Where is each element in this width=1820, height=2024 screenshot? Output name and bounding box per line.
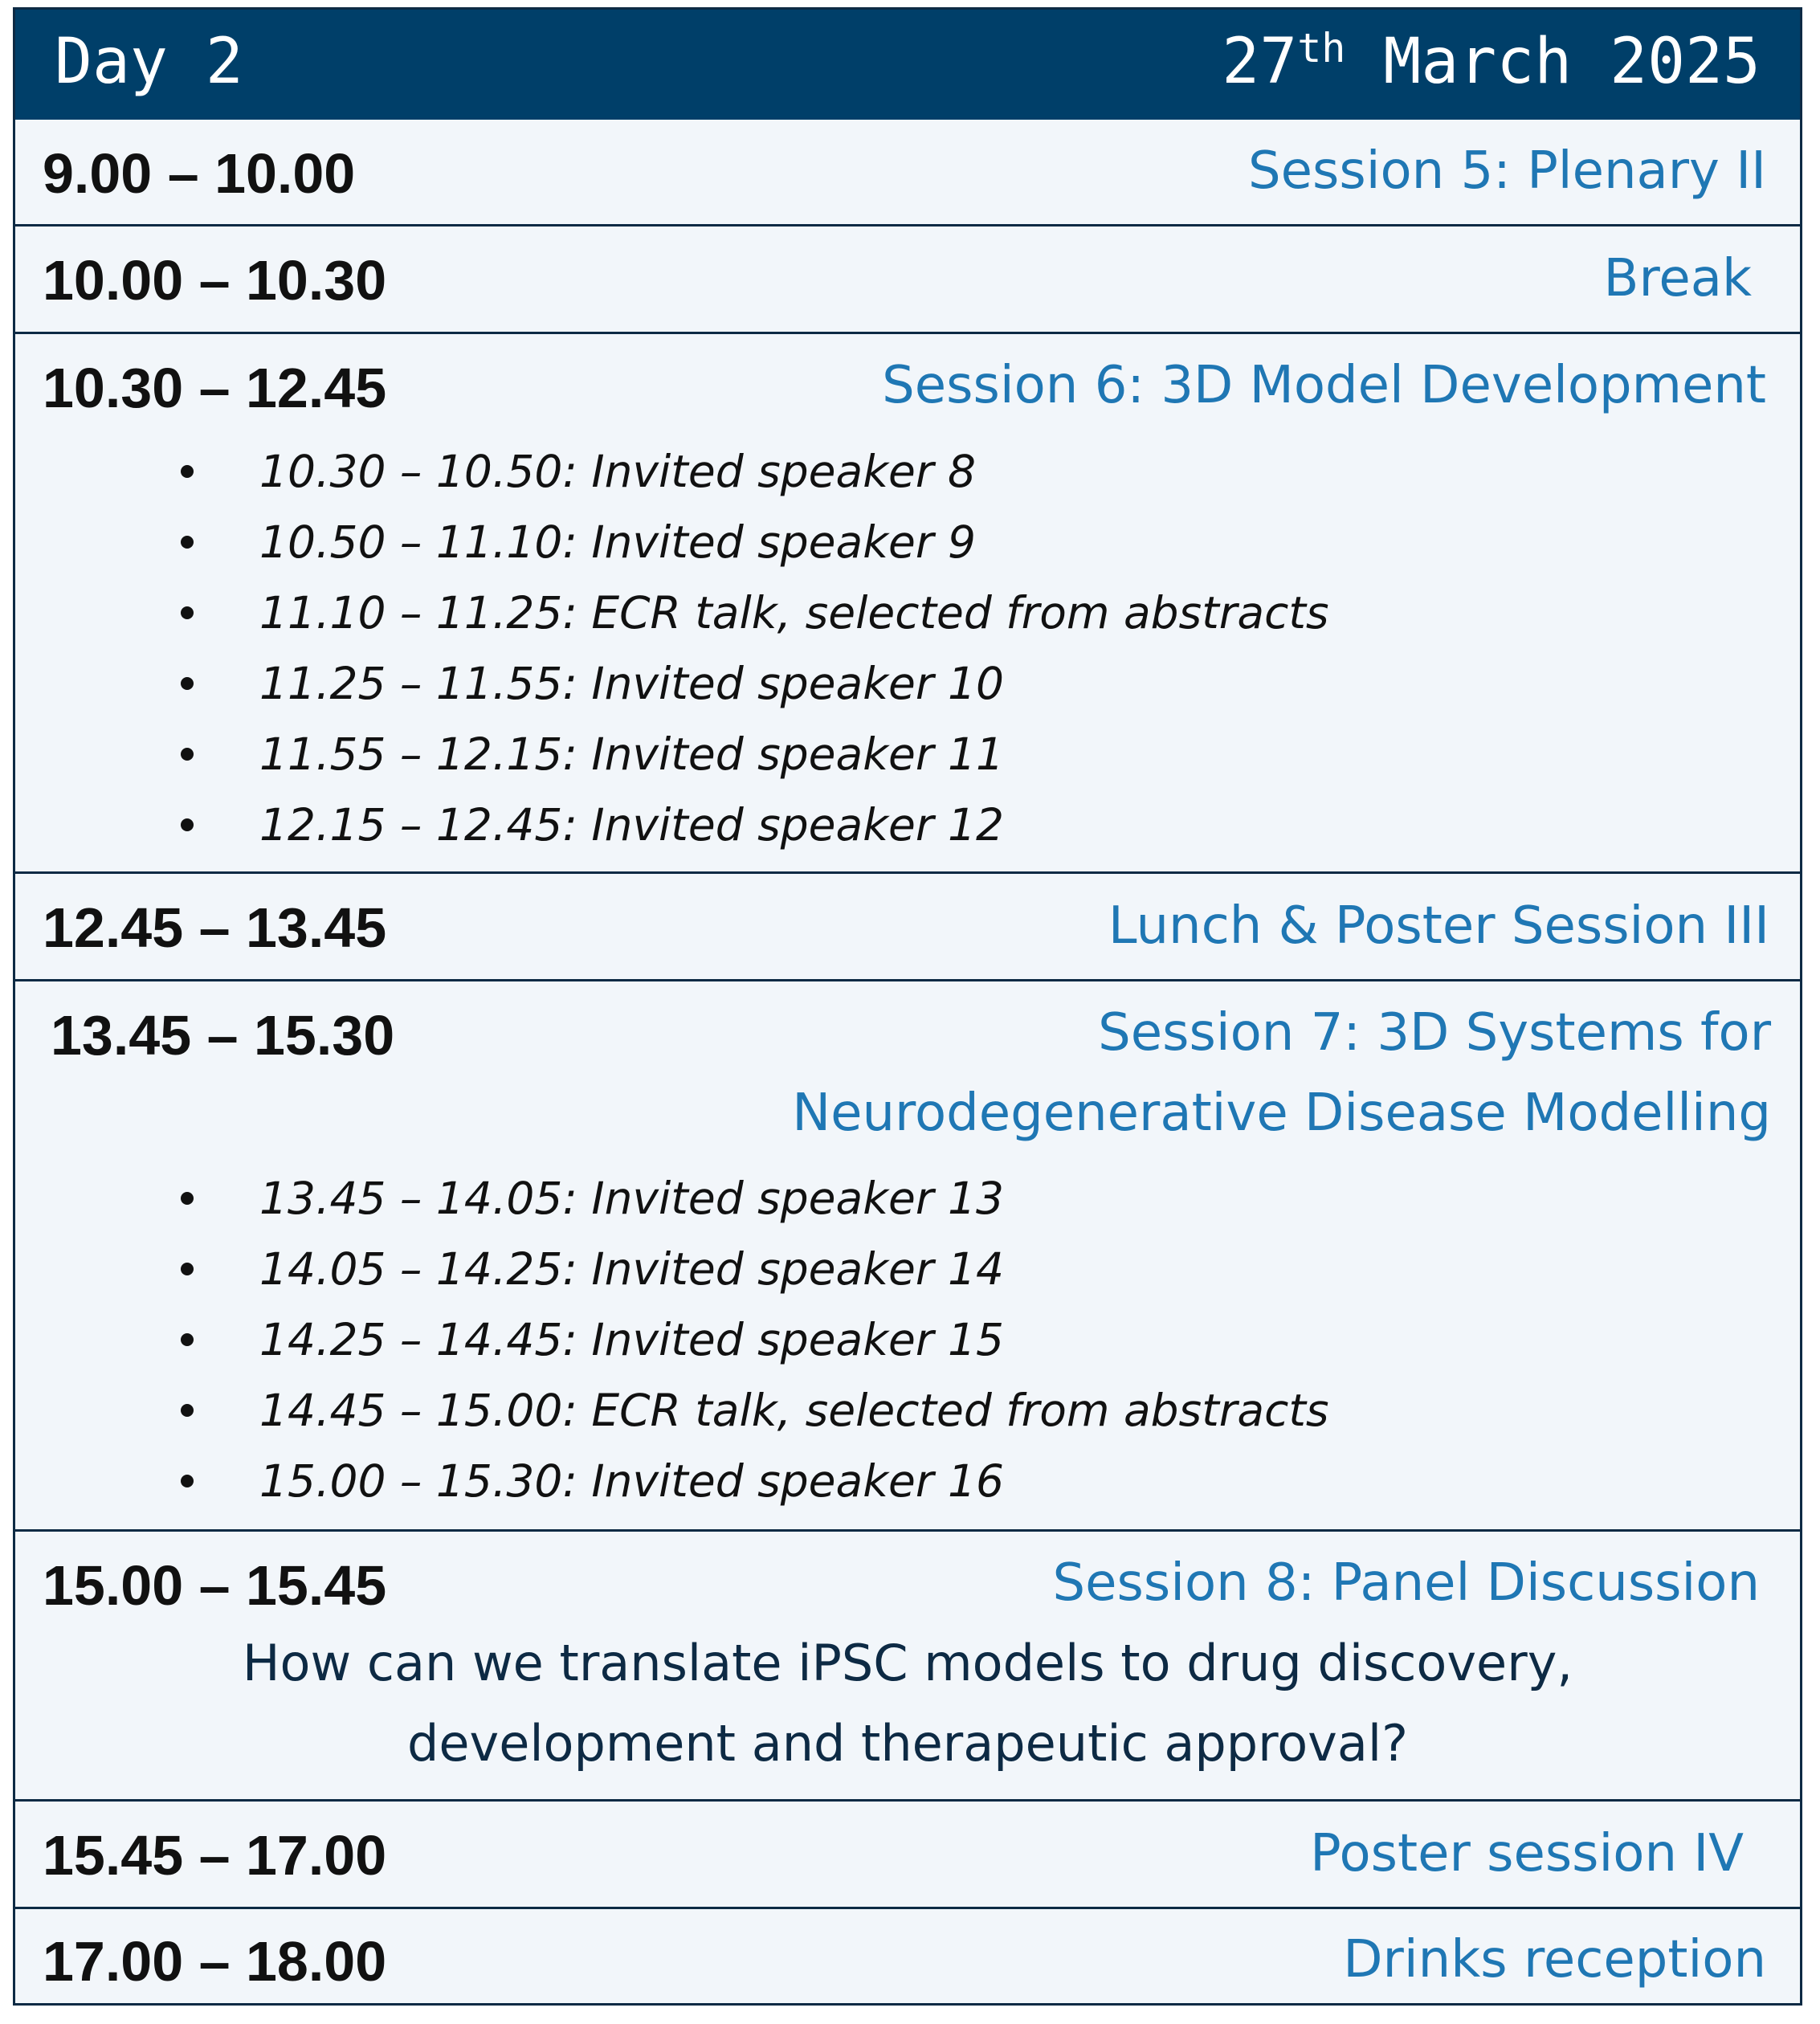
- talk-item: 14.45 – 15.00: ECR talk, selected from a…: [15, 1375, 1329, 1446]
- row-title: Session 8: Panel Discussion: [1052, 1553, 1761, 1613]
- row-time: 17.00 – 18.00: [43, 1930, 387, 1993]
- row-title: Session 6: 3D Model Development: [882, 356, 1766, 415]
- talk-item: 11.55 – 12.15: Invited speaker 11: [15, 719, 1329, 790]
- talk-item: 11.10 – 11.25: ECR talk, selected from a…: [15, 577, 1329, 648]
- schedule-row-session-6: 10.30 – 12.45 Session 6: 3D Model Develo…: [15, 334, 1800, 874]
- talk-item: 13.45 – 14.05: Invited speaker 13: [15, 1163, 1329, 1234]
- talk-list: 13.45 – 14.05: Invited speaker 13 14.05 …: [15, 1163, 1329, 1516]
- talk-item: 14.05 – 14.25: Invited speaker 14: [15, 1234, 1329, 1304]
- row-title: Lunch & Poster Session III: [1108, 896, 1769, 956]
- talk-item: 14.25 – 14.45: Invited speaker 15: [15, 1304, 1329, 1375]
- talk-item: 11.25 – 11.55: Invited speaker 10: [15, 648, 1329, 719]
- day-label: Day 2: [55, 26, 243, 98]
- row-title: Session 5: Plenary II: [1248, 141, 1766, 201]
- schedule-row-session-7: 13.45 – 15.30 Session 7: 3D Systems for …: [15, 981, 1800, 1532]
- schedule-row-drinks: 17.00 – 18.00 Drinks reception: [15, 1909, 1800, 2003]
- schedule-row-session-5: 9.00 – 10.00 Session 5: Plenary II: [15, 120, 1800, 226]
- row-title: Drinks reception: [1343, 1930, 1766, 1989]
- talk-list: 10.30 – 10.50: Invited speaker 8 10.50 –…: [15, 436, 1329, 860]
- schedule-table: Day 2 27th March 2025 9.00 – 10.00 Sessi…: [13, 7, 1802, 2006]
- schedule-row-poster-4: 15.45 – 17.00 Poster session IV: [15, 1802, 1800, 1909]
- row-title: Break: [1603, 249, 1752, 308]
- talk-item: 12.15 – 12.45: Invited speaker 12: [15, 790, 1329, 860]
- schedule-row-session-8: 15.00 – 15.45 Session 8: Panel Discussio…: [15, 1532, 1800, 1802]
- talk-item: 10.50 – 11.10: Invited speaker 9: [15, 507, 1329, 577]
- row-time: 10.30 – 12.45: [43, 357, 387, 419]
- row-time: 15.00 – 15.45: [43, 1554, 387, 1617]
- row-time: 12.45 – 13.45: [43, 896, 387, 959]
- schedule-row-break: 10.00 – 10.30 Break: [15, 226, 1800, 334]
- talk-item: 10.30 – 10.50: Invited speaker 8: [15, 436, 1329, 507]
- row-time: 9.00 – 10.00: [43, 142, 356, 205]
- row-title-line-1: Session 7: 3D Systems for: [1098, 1003, 1771, 1063]
- talk-item: 15.00 – 15.30: Invited speaker 16: [15, 1446, 1329, 1516]
- date-label: 27th March 2025: [1222, 25, 1761, 98]
- row-time: 15.45 – 17.00: [43, 1824, 387, 1887]
- panel-question: How can we translate iPSC models to drug…: [242, 1634, 1573, 1773]
- row-time: 10.00 – 10.30: [43, 249, 387, 312]
- row-title: Poster session IV: [1310, 1824, 1744, 1883]
- day-header: Day 2 27th March 2025: [15, 10, 1800, 120]
- row-time: 13.45 – 15.30: [51, 1004, 395, 1067]
- schedule-row-lunch: 12.45 – 13.45 Lunch & Poster Session III: [15, 874, 1800, 981]
- row-title-line-2: Neurodegenerative Disease Modelling: [792, 1083, 1771, 1143]
